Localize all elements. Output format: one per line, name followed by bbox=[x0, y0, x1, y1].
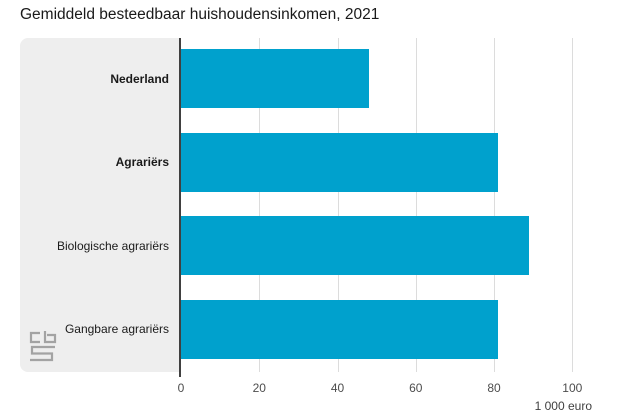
plot-area bbox=[181, 38, 591, 372]
category-label-biologische-agrariers: Biologische agrariërs bbox=[56, 238, 169, 253]
gridline-20 bbox=[259, 38, 261, 372]
bar-biologische-agrariers bbox=[181, 216, 530, 275]
bar-nederland bbox=[181, 49, 369, 108]
category-label-nederland: Nederland bbox=[110, 71, 169, 86]
gridline-80 bbox=[494, 38, 496, 372]
x-tick-label-100: 100 bbox=[562, 381, 583, 395]
x-tick-label-0: 0 bbox=[177, 381, 185, 395]
bar-agrariers bbox=[181, 132, 498, 192]
cbs-logo-icon bbox=[29, 331, 57, 362]
category-label-agrariers: Agrariërs bbox=[115, 155, 169, 169]
x-tick-label-20: 20 bbox=[252, 381, 266, 395]
category-label-panel: Nederland Agrariërs Biologische agrariërs G… bbox=[20, 38, 179, 372]
x-axis-unit-label: 1 000 euro bbox=[534, 399, 592, 413]
gridline-40 bbox=[337, 38, 339, 372]
category-label-gangbare-agrariers: Gangbare agrariërs bbox=[64, 322, 169, 336]
x-tick-label-40: 40 bbox=[330, 381, 345, 395]
gridline-60 bbox=[415, 38, 417, 372]
chart-title: Gemiddeld besteedbaar huishoudensinkomen… bbox=[20, 6, 380, 23]
x-tick-label-80: 80 bbox=[487, 381, 501, 395]
gridline-100 bbox=[572, 38, 574, 372]
x-tick-label-60: 60 bbox=[409, 381, 423, 395]
bar-gangbare-agrariers bbox=[181, 299, 498, 359]
y-axis-line bbox=[179, 38, 181, 377]
